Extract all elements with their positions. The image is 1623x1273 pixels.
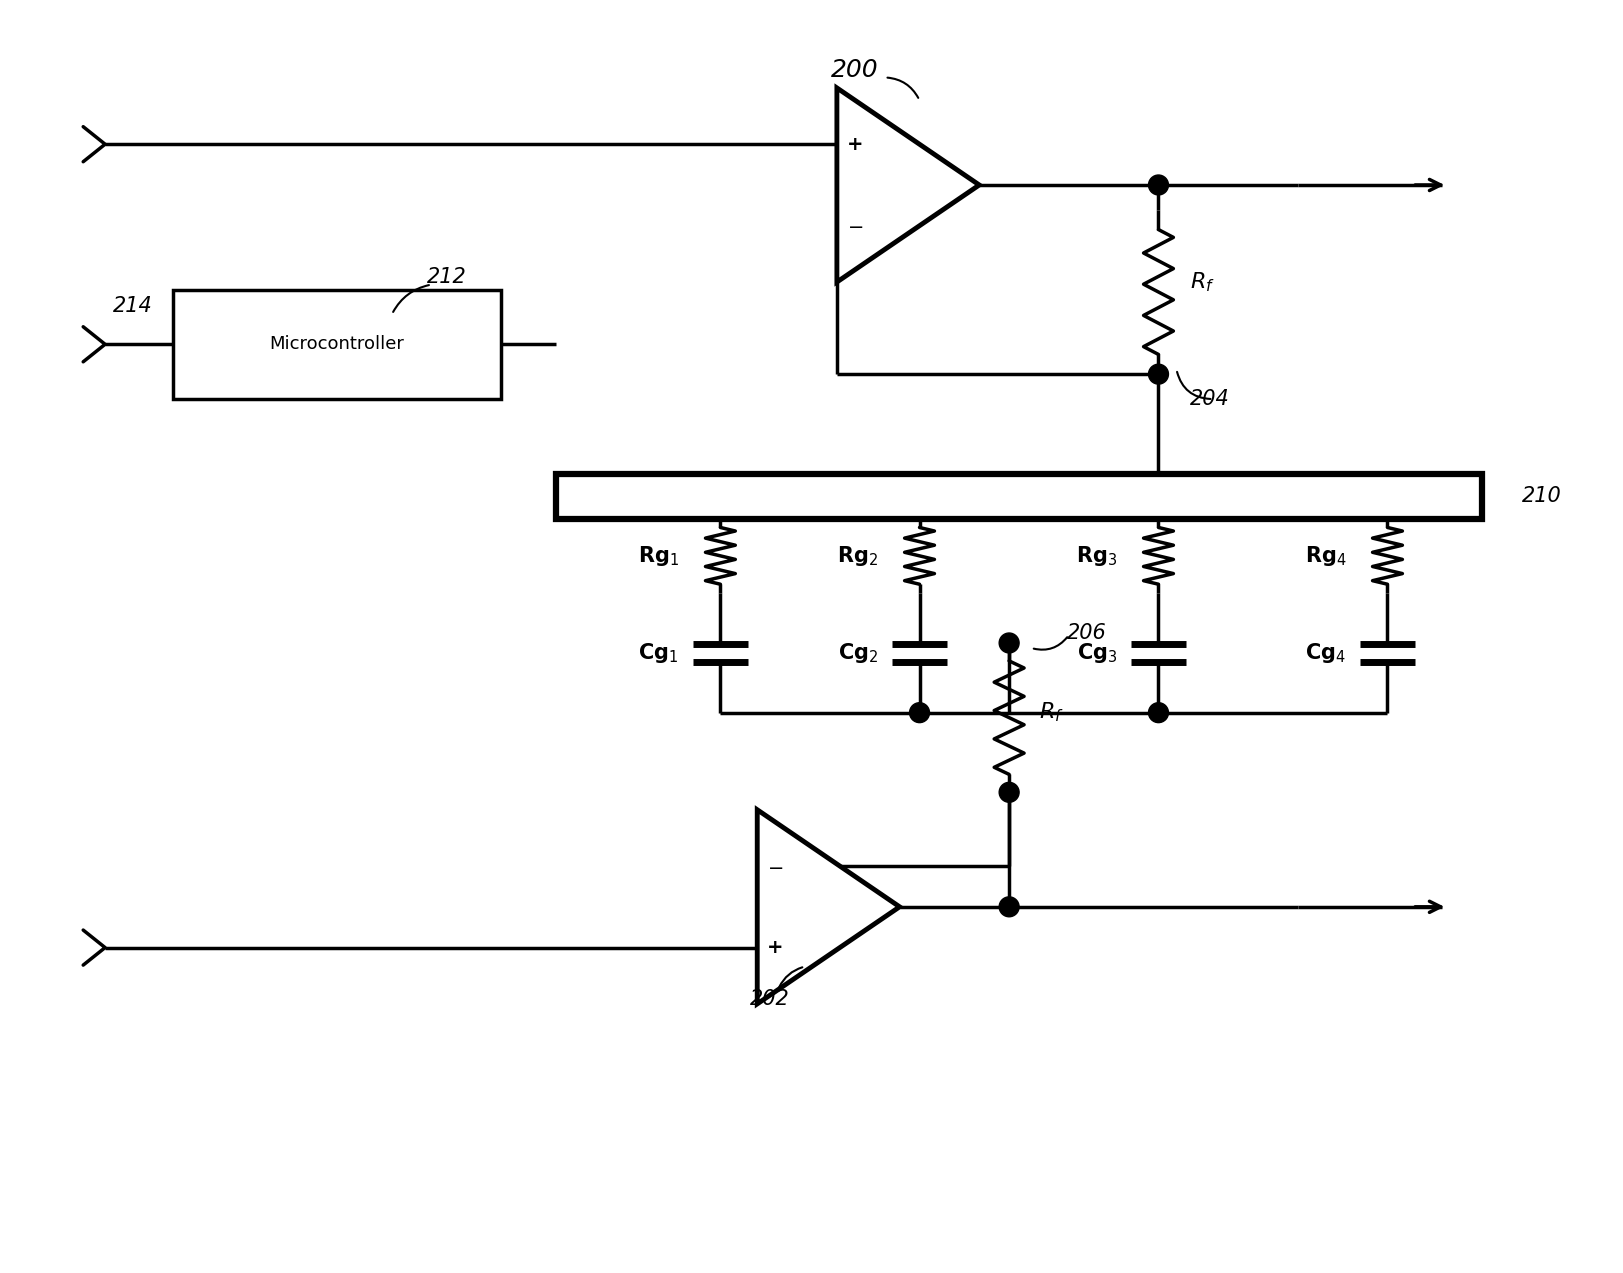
Text: Cg$_2$: Cg$_2$ [837,640,878,665]
Circle shape [1000,783,1019,802]
Text: Cg$_1$: Cg$_1$ [638,640,678,665]
Text: $R_f$: $R_f$ [1190,270,1216,294]
Bar [172,289,502,398]
Text: $R_f$: $R_f$ [1039,701,1063,724]
Text: Microcontroller: Microcontroller [269,335,404,354]
Circle shape [1149,703,1169,723]
Text: Rg$_3$: Rg$_3$ [1076,544,1117,568]
Text: 206: 206 [1066,622,1107,643]
Text: Rg$_4$: Rg$_4$ [1305,544,1347,568]
Text: Cg$_3$: Cg$_3$ [1076,640,1117,665]
Circle shape [909,703,930,723]
Circle shape [1000,897,1019,917]
Text: +: + [768,938,784,957]
Polygon shape [837,88,979,283]
Text: Cg$_4$: Cg$_4$ [1305,640,1345,665]
Circle shape [1149,364,1169,384]
Text: Rg$_1$: Rg$_1$ [638,544,678,568]
Text: 200: 200 [831,59,878,83]
Text: $-$: $-$ [768,857,784,876]
Polygon shape [758,810,899,1004]
Text: Rg$_2$: Rg$_2$ [837,544,878,568]
Text: $-$: $-$ [847,216,863,236]
Text: 204: 204 [1190,390,1230,409]
Text: +: + [847,135,863,154]
Bar [557,474,1482,518]
Text: 212: 212 [427,266,466,286]
Text: 202: 202 [750,989,790,1009]
Circle shape [1149,174,1169,195]
Text: 214: 214 [114,297,153,317]
Circle shape [1000,633,1019,653]
Text: 210: 210 [1522,486,1561,507]
